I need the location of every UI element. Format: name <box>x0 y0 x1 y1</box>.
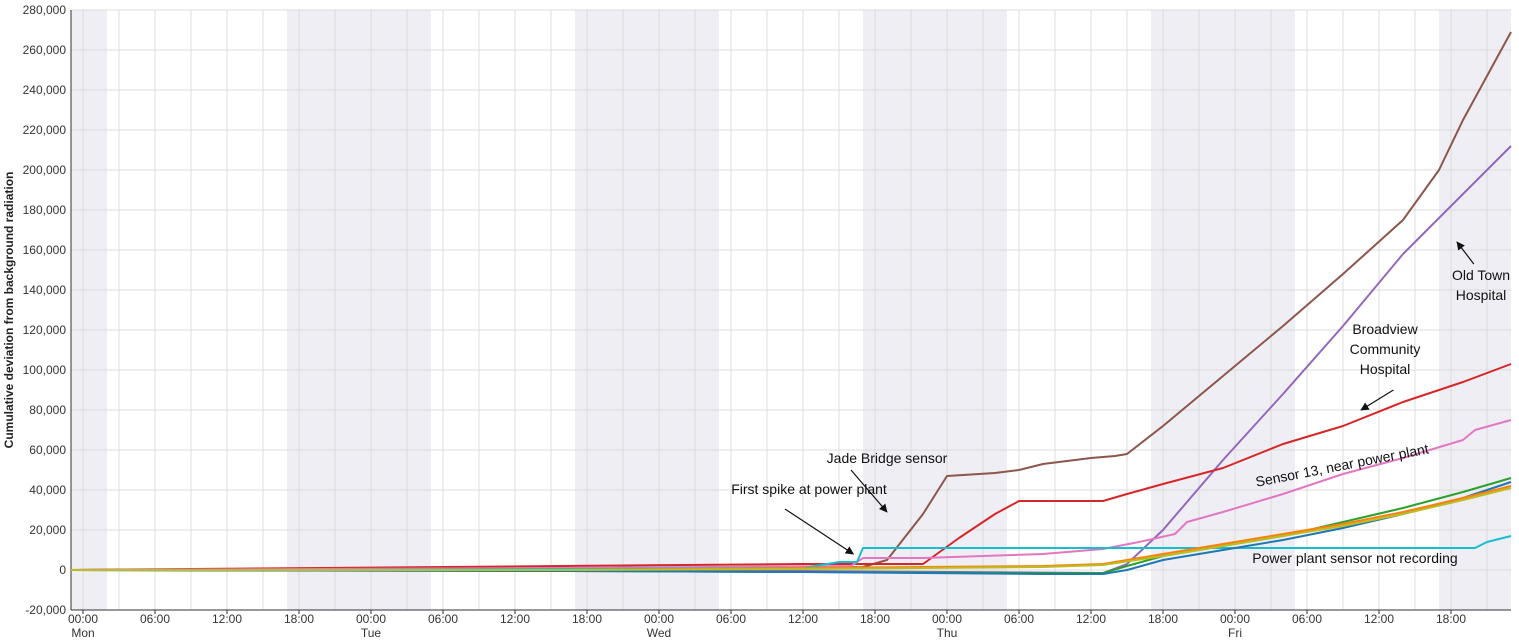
x-tick-label: 06:00 <box>428 612 458 626</box>
y-tick-label: 0 <box>59 563 66 577</box>
annotation-arrow-first-spike <box>784 508 855 555</box>
night-band <box>287 10 431 610</box>
annotation-line: Community <box>1350 341 1421 357</box>
x-tick-label: 00:00 <box>644 612 674 626</box>
annotation-arrow-jade-bridge <box>850 469 888 513</box>
x-tick-label: 18:00 <box>1436 612 1466 626</box>
y-tick-label: 220,000 <box>23 123 67 137</box>
annotation-line: Power plant sensor not recording <box>1252 550 1457 566</box>
series-line-0 <box>70 31 1512 571</box>
y-tick-label: 260,000 <box>23 43 67 57</box>
annotation-broadview: Broadview Community Hospital <box>1350 321 1421 377</box>
annotation-jade-bridge: Jade Bridge sensor <box>827 450 948 466</box>
x-tick-label: 12:00 <box>212 612 242 626</box>
y-tick-label: 120,000 <box>23 323 67 337</box>
x-tick-label: 18:00 <box>284 612 314 626</box>
y-tick-label: 80,000 <box>29 403 66 417</box>
x-tick-label: 00:00 <box>68 612 98 626</box>
y-tick-label: -20,000 <box>25 603 66 617</box>
y-tick-label: 180,000 <box>23 203 67 217</box>
series-line-3 <box>70 419 1512 571</box>
annotation-line: Broadview <box>1352 321 1418 337</box>
x-day-label: Wed <box>647 626 671 640</box>
series-line-4 <box>71 535 1512 571</box>
x-tick-label: 12:00 <box>788 612 818 626</box>
x-tick-label: 18:00 <box>860 612 890 626</box>
annotation-line: Hospital <box>1456 287 1507 303</box>
x-tick-label: 06:00 <box>716 612 746 626</box>
annotation-line: First spike at power plant <box>731 481 887 497</box>
night-band <box>71 10 107 610</box>
annotation-line: Old Town <box>1452 267 1510 283</box>
x-day-label: Mon <box>71 626 94 640</box>
x-tick-label: 12:00 <box>500 612 530 626</box>
night-shading <box>71 10 1511 610</box>
annotations: Old Town Hospital Broadview Community Hospit… <box>731 241 1510 566</box>
annotation-first-spike: First spike at power plant <box>731 481 887 497</box>
series-line-2 <box>70 363 1512 571</box>
annotation-arrow-broadview <box>1360 389 1394 411</box>
y-tick-label: 240,000 <box>23 83 67 97</box>
y-tick-label: 280,000 <box>23 3 67 17</box>
series-lines <box>70 31 1512 575</box>
y-tick-label: 160,000 <box>23 243 67 257</box>
x-tick-label: 06:00 <box>140 612 170 626</box>
y-tick-label: 20,000 <box>29 523 66 537</box>
x-tick-label: 18:00 <box>1148 612 1178 626</box>
x-tick-label: 00:00 <box>356 612 386 626</box>
x-tick-label: 12:00 <box>1076 612 1106 626</box>
x-tick-label: 06:00 <box>1004 612 1034 626</box>
y-tick-label: 200,000 <box>23 163 67 177</box>
annotation-arrow-old-town <box>1456 241 1475 265</box>
x-tick-label: 12:00 <box>1364 612 1394 626</box>
series-line-8 <box>71 487 1512 571</box>
annotation-old-town: Old Town Hospital <box>1452 267 1510 303</box>
x-tick-label: 06:00 <box>1292 612 1322 626</box>
y-tick-label: 60,000 <box>29 443 66 457</box>
y-tick-label: 100,000 <box>23 363 67 377</box>
y-tick-label: 40,000 <box>29 483 66 497</box>
x-tick-label: 18:00 <box>572 612 602 626</box>
night-band <box>575 10 719 610</box>
annotation-line: Jade Bridge sensor <box>827 450 948 466</box>
annotation-not-recording: Power plant sensor not recording <box>1252 550 1457 566</box>
x-day-label: Thu <box>937 626 958 640</box>
axes: -20,000 0 20,000 40,000 60,000 80,000 100,000 1… <box>23 3 1511 640</box>
y-axis-title: Cumulative deviation from background rad… <box>2 172 16 449</box>
y-tick-label: 140,000 <box>23 283 67 297</box>
x-day-label: Tue <box>361 626 382 640</box>
annotation-line: Hospital <box>1360 361 1411 377</box>
x-tick-label: 00:00 <box>1220 612 1250 626</box>
x-day-label: Fri <box>1228 626 1242 640</box>
x-tick-label: 00:00 <box>932 612 962 626</box>
